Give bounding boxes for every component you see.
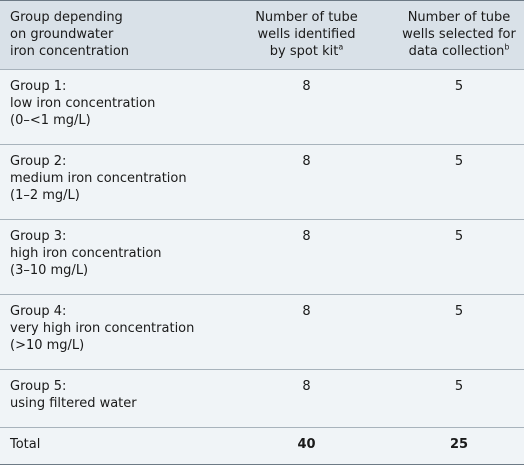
identified-count: 8 [229, 144, 384, 220]
group-label-line: high iron concentration [10, 246, 162, 261]
total-identified: 40 [229, 427, 384, 465]
group-label-line: (0–<1 mg/L) [10, 113, 91, 128]
header-selected-line: data collection [408, 44, 505, 59]
group-label-line: medium iron concentration [10, 171, 187, 186]
header-row: Group depending on groundwater iron conc… [0, 0, 524, 70]
header-identified-line: Number of tube [255, 10, 358, 25]
header-identified-line: by spot kit [269, 44, 339, 59]
header-selected-line: Number of tube [407, 10, 511, 25]
total-row: Total 40 25 [0, 427, 524, 465]
identified-count: 8 [229, 69, 384, 145]
identified-count: 8 [229, 294, 384, 370]
selected-count: 5 [384, 219, 524, 295]
header-group-line: Group depending [10, 10, 123, 25]
group-label-line: (>10 mg/L) [10, 338, 85, 353]
identified-count: 8 [229, 219, 384, 295]
header-group-line: iron concentration [10, 44, 130, 59]
group-label: Group 5: using filtered water [0, 369, 229, 428]
header-identified-line: wells identified [257, 27, 356, 42]
table-row: Group 4: very high iron concentration (>… [0, 294, 524, 370]
group-label-line: (3–10 mg/L) [10, 263, 89, 278]
group-label-line: (1–2 mg/L) [10, 188, 80, 203]
group-label-line: low iron concentration [10, 96, 156, 111]
header-group: Group depending on groundwater iron conc… [0, 0, 229, 70]
group-label-line: Group 2: [10, 154, 67, 169]
group-label-line: Group 1: [10, 79, 67, 94]
header-identified: Number of tube wells identified by spot … [229, 0, 384, 70]
total-selected: 25 [384, 427, 524, 465]
header-selected-line: wells selected for [402, 27, 516, 42]
selected-count: 5 [384, 69, 524, 145]
group-label: Group 3: high iron concentration (3–10 m… [0, 219, 229, 295]
group-label-line: very high iron concentration [10, 321, 195, 336]
table-row: Group 2: medium iron concentration (1–2 … [0, 144, 524, 220]
header-group-line: on groundwater [10, 27, 114, 42]
total-label: Total [0, 427, 229, 465]
group-label-line: using filtered water [10, 396, 137, 411]
selected-count: 5 [384, 144, 524, 220]
table-row: Group 3: high iron concentration (3–10 m… [0, 219, 524, 295]
group-label-line: Group 5: [10, 379, 67, 394]
selected-count: 5 [384, 369, 524, 428]
identified-count: 8 [229, 369, 384, 428]
group-label: Group 2: medium iron concentration (1–2 … [0, 144, 229, 220]
table-row: Group 1: low iron concentration (0–<1 mg… [0, 69, 524, 145]
group-label-line: Group 3: [10, 229, 67, 244]
group-label: Group 1: low iron concentration (0–<1 mg… [0, 69, 229, 145]
table-row: Group 5: using filtered water 8 5 [0, 369, 524, 428]
footnote-marker-a: a [338, 42, 344, 52]
header-selected: Number of tube wells selected for data c… [384, 0, 524, 70]
footnote-marker-b: b [504, 42, 510, 52]
selected-count: 5 [384, 294, 524, 370]
group-label: Group 4: very high iron concentration (>… [0, 294, 229, 370]
group-label-line: Group 4: [10, 304, 67, 319]
